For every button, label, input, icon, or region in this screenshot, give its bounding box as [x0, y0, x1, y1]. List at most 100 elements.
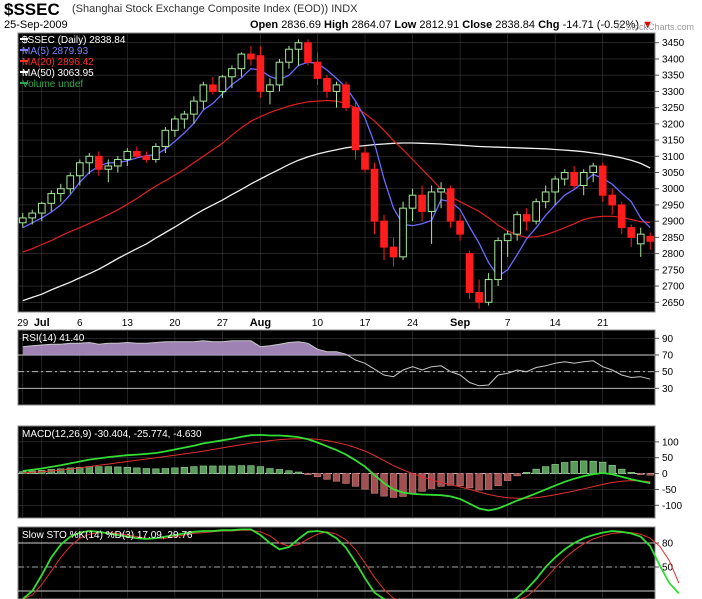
candle-up [37, 202, 46, 214]
candle-up [399, 207, 407, 258]
macd-histogram-bar [313, 473, 322, 478]
rsi-line [22, 340, 651, 387]
macd-histogram-bar [561, 462, 569, 474]
stockcharts-watermark: © StockCharts.com [616, 22, 694, 32]
candle-down [446, 188, 455, 222]
x-tick-label: 14 [550, 318, 562, 329]
x-tick-label: 17 [359, 318, 371, 329]
panel-rsi [17, 329, 656, 406]
high-label: High [324, 19, 349, 31]
candle-up [266, 84, 274, 92]
price-axis-tick-label: 2800 [662, 249, 685, 260]
price-axis-tick-label: 2850 [662, 233, 685, 244]
low-label: Low [394, 19, 417, 31]
candle-down [361, 152, 369, 170]
macd-histogram-bar [76, 466, 84, 474]
macd-histogram-bar [323, 473, 331, 480]
ohlc-summary: Open 2836.69 High 2864.07 Low 2812.91 Cl… [250, 19, 653, 31]
candle-up [104, 165, 113, 170]
candle-up [285, 48, 293, 63]
candle-up [18, 217, 27, 224]
x-tick-label: Sep [450, 317, 470, 329]
macd-histogram-bar [123, 466, 131, 474]
candle-down [627, 227, 636, 238]
candle-up [589, 165, 598, 173]
candle-down [256, 55, 265, 92]
candle-down [617, 204, 626, 229]
macd-histogram-bar [484, 473, 493, 490]
macd-histogram-bar [266, 468, 274, 474]
candle-up [294, 42, 303, 50]
macd-axis-tick-label: 50 [662, 453, 674, 464]
legend-entry: MA(20) 2896.42 [22, 57, 94, 68]
candle-up [85, 155, 94, 164]
legend-entry: MA(50) 3063.95 [22, 68, 94, 79]
candle-up [551, 178, 559, 193]
ma50-line [22, 142, 651, 302]
candle-up [427, 191, 436, 212]
candle-down [456, 220, 464, 235]
candle-up [152, 146, 160, 161]
macd-histogram-bar [85, 466, 93, 474]
chg-value: -14.71 (-0.52%) [562, 19, 639, 31]
candle-down [142, 155, 151, 161]
x-tick-label: 27 [217, 318, 229, 329]
macd-histogram-bar [361, 473, 369, 490]
macd-histogram-bar [589, 460, 597, 474]
x-tick-label: 7 [505, 318, 511, 329]
candle-down [351, 107, 360, 151]
legend-entry: MA(5) 2879.93 [22, 46, 89, 57]
macd-histogram-bar [542, 466, 550, 474]
macd-histogram-bar [513, 473, 521, 477]
ticker-symbol: $SSEC [4, 0, 60, 19]
legend-swatch [20, 38, 28, 40]
legend-entry: $SSEC (Daily) 2838.84 [22, 35, 126, 46]
down-arrow-icon: ▼ [642, 19, 653, 31]
price-axis-tick-label: 3450 [662, 38, 685, 49]
chart-header: $SSEC (Shanghai Stock Exchange Composite… [0, 0, 702, 32]
quote-date: 25-Sep-2009 [4, 19, 68, 31]
candle-down [304, 42, 312, 63]
price-axis-tick-label: 3300 [662, 87, 685, 98]
candle-up [437, 188, 445, 193]
candle-up [218, 76, 227, 92]
candle-up [332, 84, 341, 92]
price-axis-tick-label: 3250 [662, 103, 685, 114]
macd-histogram-bar [570, 460, 578, 474]
rsi-legend: RSI(14) 41.40 [22, 333, 85, 344]
macd-histogram-bar [228, 465, 236, 474]
candle-down [522, 214, 531, 222]
x-tick-label: 21 [597, 318, 609, 329]
open-value: 2836.69 [281, 19, 321, 31]
x-tick-label: 13 [122, 318, 134, 329]
chg-label: Chg [538, 19, 560, 31]
macd-histogram-bar [275, 469, 284, 474]
macd-histogram-bar [171, 467, 179, 474]
candle-up [237, 53, 246, 70]
macd-axis-tick-label: -50 [662, 485, 677, 496]
macd-axis-tick-label: -100 [662, 501, 682, 512]
rsi-axis-tick-label: 50 [662, 367, 674, 378]
macd-histogram-bar [637, 473, 645, 475]
legend-entry: Volume undef [22, 79, 83, 90]
macd-histogram-bar [418, 473, 426, 492]
macd-histogram-bar [475, 473, 483, 491]
price-axis-tick-label: 3050 [662, 168, 685, 179]
candle-down [389, 246, 398, 258]
macd-histogram-bar [114, 466, 122, 474]
candle-down [570, 172, 579, 186]
candle-up [275, 61, 284, 86]
candle-down [465, 253, 474, 294]
rsi-axis-tick-label: 30 [662, 384, 674, 395]
candle-up [56, 188, 65, 195]
ticker-description: (Shanghai Stock Exchange Composite Index… [72, 3, 358, 15]
price-axis-tick-label: 2950 [662, 200, 685, 211]
high-value: 2864.07 [351, 19, 392, 31]
candle-up [180, 113, 189, 120]
candle-up [636, 233, 645, 245]
macd-histogram-bar [408, 473, 417, 495]
macd-histogram-bar [580, 460, 588, 474]
candle-up [66, 175, 75, 190]
